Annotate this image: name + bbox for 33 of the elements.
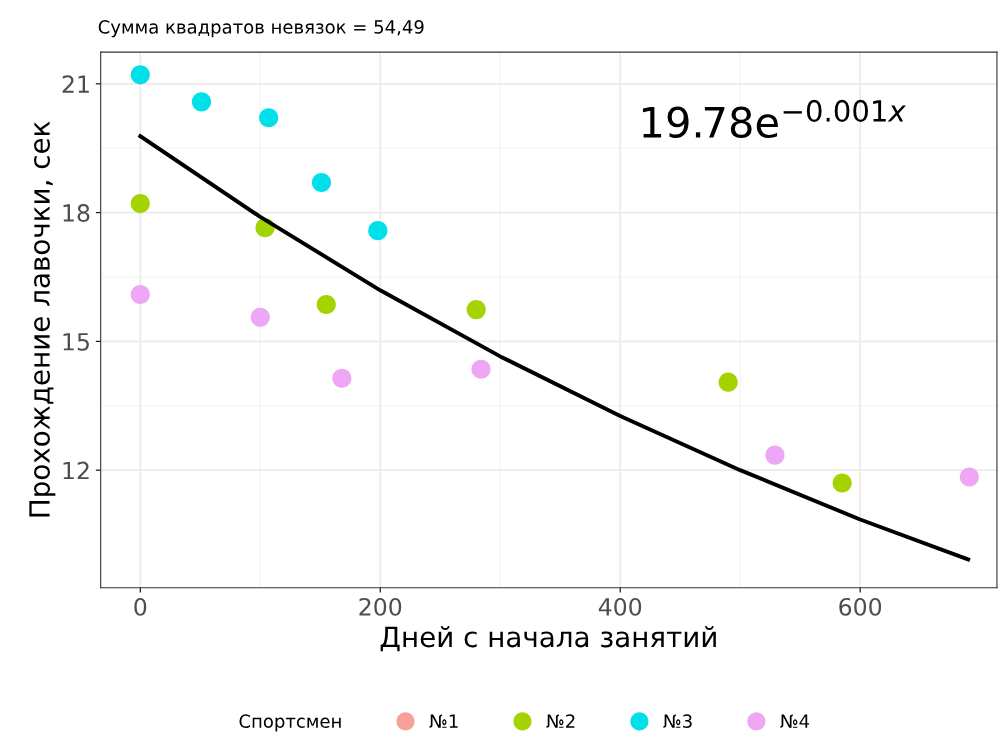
- point: [130, 65, 150, 85]
- point: [311, 172, 332, 193]
- y-tick-label: 12: [63, 461, 89, 480]
- legend-label: №1: [429, 714, 458, 728]
- x-tick-label: 0: [134, 597, 147, 616]
- point: [191, 92, 212, 112]
- y-tick-label: 21: [62, 75, 89, 93]
- x-tick-label: 600: [839, 597, 882, 616]
- chart-title: Сумма квадратов невязок = 54,49: [98, 20, 424, 38]
- annotation: 19.78e$^{−0.001x}$: [643, 99, 906, 139]
- legend-title: Спортсмен: [239, 714, 341, 732]
- legend-label: №2: [546, 714, 575, 728]
- x-tick-label: 400: [598, 597, 642, 616]
- point: [471, 359, 491, 379]
- point: [259, 108, 279, 128]
- y-tick-label: 15: [63, 333, 89, 351]
- point: [316, 294, 336, 315]
- legend-label: №4: [780, 714, 810, 728]
- point: [332, 368, 352, 388]
- point: [130, 194, 150, 214]
- legend-label: №3: [663, 714, 692, 728]
- x-axis-title: Дней с начала занятий: [380, 626, 716, 652]
- point: [832, 473, 852, 493]
- y-tick-label: 18: [63, 204, 90, 222]
- point: [765, 445, 785, 465]
- point: [368, 221, 388, 241]
- point: [250, 307, 270, 327]
- point: [959, 467, 979, 487]
- point: [130, 285, 150, 305]
- y-axis-title: Прохождение лавочки, сек: [29, 121, 56, 517]
- x-tick-label: 200: [359, 597, 402, 616]
- point: [718, 372, 738, 392]
- point: [466, 300, 486, 320]
